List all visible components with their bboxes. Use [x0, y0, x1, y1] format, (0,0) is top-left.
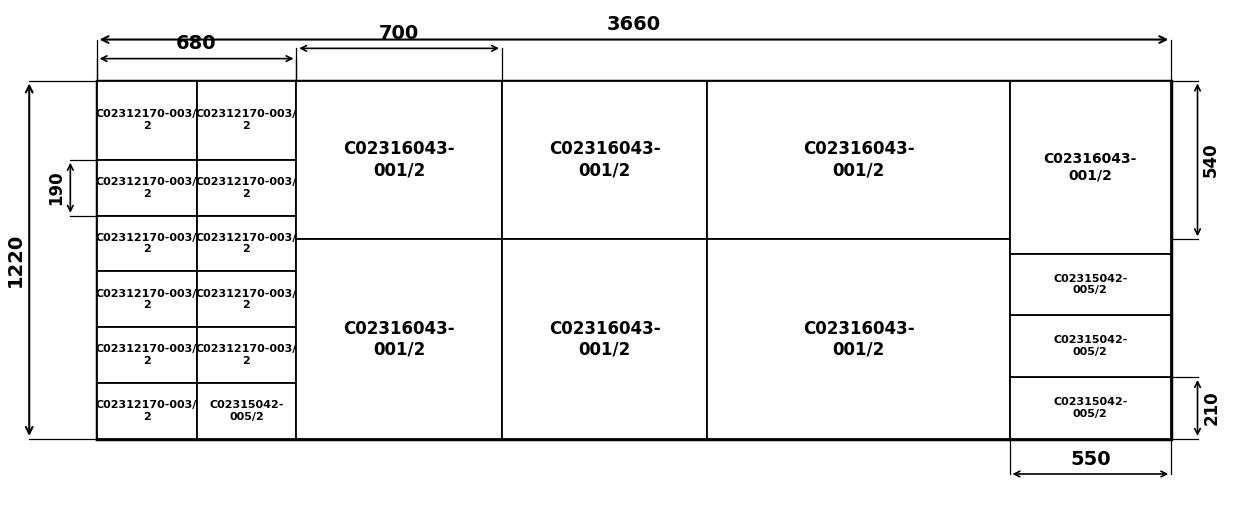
Bar [197, 160, 296, 216]
Text: C02316043-
001/2: C02316043- 001/2 [1044, 152, 1137, 182]
Text: C02312170-003/
2: C02312170-003/ 2 [196, 233, 298, 254]
Text: C02312170-003/
2: C02312170-003/ 2 [196, 288, 298, 310]
Bar [502, 239, 707, 439]
Bar [97, 327, 197, 383]
Text: C02312170-003/
2: C02312170-003/ 2 [95, 400, 197, 422]
Bar [197, 271, 296, 327]
Text: C02316043-
001/2: C02316043- 001/2 [802, 141, 914, 179]
Text: 3660: 3660 [606, 15, 661, 35]
Text: 550: 550 [1070, 450, 1111, 469]
Text: C02315042-
005/2: C02315042- 005/2 [1053, 397, 1127, 419]
Text: C02312170-003/
2: C02312170-003/ 2 [196, 177, 298, 199]
Text: C02312170-003/
2: C02312170-003/ 2 [95, 288, 197, 310]
Text: C02316043-
001/2: C02316043- 001/2 [343, 319, 455, 358]
Bar [502, 81, 707, 239]
Text: C02315042-
005/2: C02315042- 005/2 [1053, 335, 1127, 357]
Text: C02316043-
001/2: C02316043- 001/2 [802, 319, 914, 358]
Text: C02312170-003/
2: C02312170-003/ 2 [95, 233, 197, 254]
Bar [1009, 377, 1171, 439]
Text: C02316043-
001/2: C02316043- 001/2 [549, 141, 661, 179]
Bar [707, 81, 1009, 239]
Text: C02312170-003/
2: C02312170-003/ 2 [95, 110, 197, 131]
Text: 700: 700 [379, 24, 419, 43]
Text: C02316043-
001/2: C02316043- 001/2 [343, 141, 455, 179]
Text: C02315042-
005/2: C02315042- 005/2 [210, 400, 284, 422]
Text: C02312170-003/
2: C02312170-003/ 2 [196, 110, 298, 131]
Text: 190: 190 [47, 170, 66, 205]
Bar [296, 239, 502, 439]
Text: 680: 680 [176, 35, 217, 54]
Bar [97, 160, 197, 216]
Bar [197, 383, 296, 439]
Bar [1009, 254, 1171, 316]
Text: 1220: 1220 [5, 233, 25, 287]
Bar [97, 271, 197, 327]
Text: C02315042-
005/2: C02315042- 005/2 [1053, 274, 1127, 296]
Text: C02316043-
001/2: C02316043- 001/2 [549, 319, 661, 358]
Bar [97, 216, 197, 271]
Bar [1009, 81, 1171, 254]
Bar [707, 239, 1009, 439]
Text: C02312170-003/
2: C02312170-003/ 2 [196, 345, 298, 366]
Text: 540: 540 [1203, 143, 1220, 177]
Text: C02312170-003/
2: C02312170-003/ 2 [95, 177, 197, 199]
Bar [1009, 316, 1171, 377]
Bar [97, 81, 1171, 439]
Bar [97, 383, 197, 439]
Bar [197, 216, 296, 271]
Text: C02312170-003/
2: C02312170-003/ 2 [95, 345, 197, 366]
Bar [296, 81, 502, 239]
Bar [197, 327, 296, 383]
Text: 210: 210 [1203, 390, 1220, 425]
Bar [197, 81, 296, 160]
Bar [97, 81, 197, 160]
